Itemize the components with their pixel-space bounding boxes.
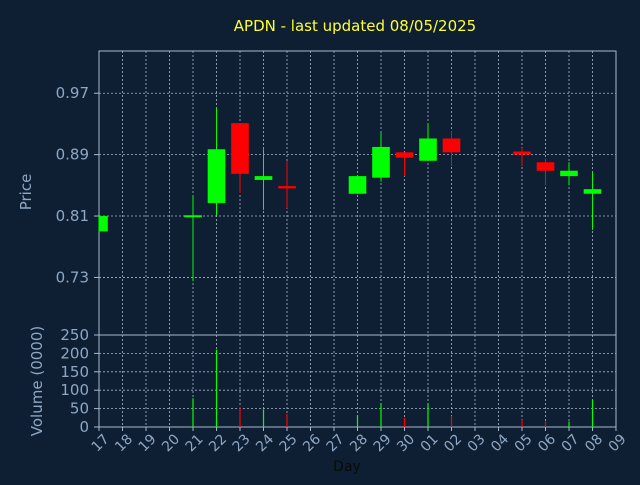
candle-body	[231, 123, 249, 174]
candle	[513, 147, 531, 167]
candle	[372, 133, 390, 182]
price-tick-label: 0.81	[56, 207, 89, 225]
volume-tick-label: 0	[79, 418, 89, 436]
volume-tick-label: 50	[70, 400, 89, 418]
chart-title: APDN - last updated 08/05/2025	[234, 17, 476, 35]
volume-axis-label: Volume (0000)	[28, 326, 46, 436]
candle	[98, 216, 108, 232]
candle-body	[348, 176, 367, 194]
candle-body	[536, 162, 555, 171]
candle-body	[207, 149, 226, 203]
candle-body	[372, 146, 390, 178]
x-axis-label: Day	[333, 459, 361, 475]
candle-body	[513, 151, 531, 155]
candle	[419, 123, 437, 161]
candle	[231, 123, 249, 193]
price-panel: 0.73 0.81 0.89 0.97 Price	[17, 50, 617, 336]
candle	[560, 162, 578, 186]
volume-tick-label: 250	[60, 326, 89, 344]
candle-body	[442, 138, 461, 153]
candle	[348, 176, 367, 194]
candles	[98, 107, 602, 282]
candle	[184, 195, 202, 282]
candle-body	[419, 138, 437, 161]
candle-body	[254, 176, 273, 180]
price-tick-label: 0.73	[56, 268, 89, 286]
price-tick-label: 0.97	[56, 84, 89, 102]
candle-body	[278, 186, 296, 189]
candle-body	[184, 215, 202, 218]
candle	[207, 107, 226, 217]
candle	[278, 160, 296, 209]
price-axis-label: Price	[17, 174, 35, 211]
candle-body	[583, 189, 602, 194]
candle	[442, 130, 461, 167]
candle-body	[395, 152, 414, 158]
price-y-axis-ticks: 0.73 0.81 0.89 0.97	[56, 84, 99, 286]
candle	[395, 152, 414, 177]
volume-tick-label: 150	[60, 363, 89, 381]
candle-body	[560, 170, 578, 177]
price-tick-label: 0.89	[56, 146, 89, 164]
candle-body	[99, 216, 108, 232]
candle	[536, 158, 555, 186]
candle	[583, 172, 602, 230]
candle	[254, 149, 273, 210]
volume-tick-label: 100	[60, 381, 89, 399]
volume-bars	[192, 349, 594, 427]
volume-tick-label: 200	[60, 344, 89, 362]
